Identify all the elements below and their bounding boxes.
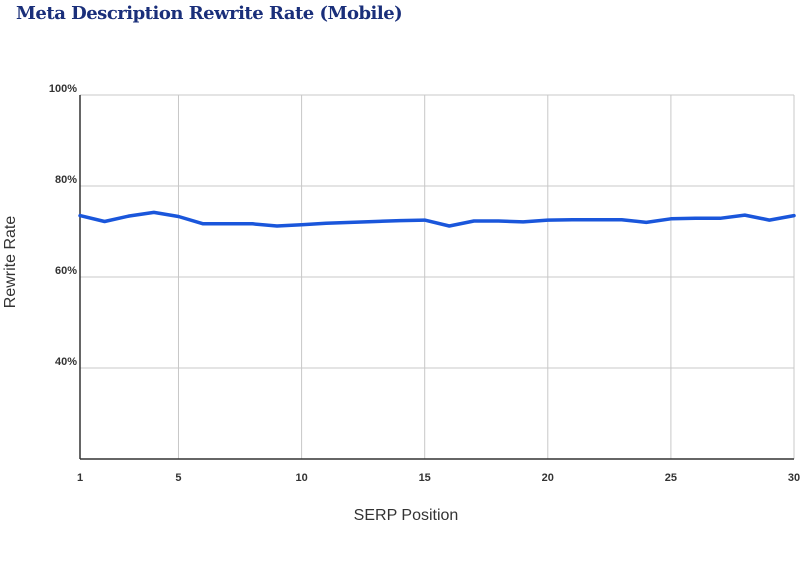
x-tick-label: 1 — [77, 472, 83, 484]
grid-lines — [79, 94, 795, 460]
data-point — [448, 224, 451, 228]
series-layer — [78, 210, 796, 228]
y-tick-label: 40% — [55, 356, 77, 368]
data-point — [792, 214, 796, 217]
data-point — [128, 214, 131, 218]
x-tick-label: 15 — [419, 472, 431, 484]
data-point — [300, 223, 303, 226]
data-point — [103, 220, 106, 223]
data-point — [251, 222, 254, 225]
data-point — [620, 218, 623, 221]
x-tick-label: 30 — [788, 472, 800, 484]
data-point — [325, 222, 328, 225]
data-point — [78, 214, 82, 217]
data-point — [423, 218, 426, 222]
data-point — [275, 224, 279, 228]
y-tick-label: 100% — [49, 83, 77, 95]
data-point — [177, 215, 180, 218]
x-tick-label: 5 — [175, 472, 181, 484]
x-axis-ticks: 1 5 10 15 20 25 30 — [77, 472, 800, 484]
chart-title: Meta Description Rewrite Rate (Mobile) — [16, 3, 403, 24]
data-point — [669, 217, 673, 220]
y-tick-label: 80% — [55, 174, 77, 186]
data-point — [645, 221, 648, 224]
x-tick-label: 10 — [295, 472, 307, 484]
y-axis-ticks: 100% 80% 60% 40% — [49, 83, 77, 368]
series-line — [78, 210, 796, 228]
y-tick-label: 60% — [55, 265, 77, 277]
data-point — [743, 213, 746, 217]
data-point — [201, 222, 205, 225]
y-axis-title: Rewrite Rate — [2, 216, 19, 309]
data-point — [226, 222, 229, 225]
data-point — [571, 218, 574, 221]
data-point — [497, 219, 500, 223]
data-point — [152, 211, 156, 214]
data-point — [349, 221, 353, 224]
data-point — [374, 220, 377, 223]
x-tick-label: 25 — [665, 472, 677, 484]
data-point — [718, 217, 722, 220]
data-point — [768, 218, 771, 222]
data-point — [694, 217, 697, 220]
data-point — [472, 219, 476, 223]
data-point — [398, 219, 402, 222]
data-point — [595, 218, 599, 221]
data-point — [546, 218, 549, 222]
x-axis-title: SERP Position — [354, 507, 459, 524]
x-tick-label: 20 — [542, 472, 554, 484]
data-point — [521, 220, 525, 224]
